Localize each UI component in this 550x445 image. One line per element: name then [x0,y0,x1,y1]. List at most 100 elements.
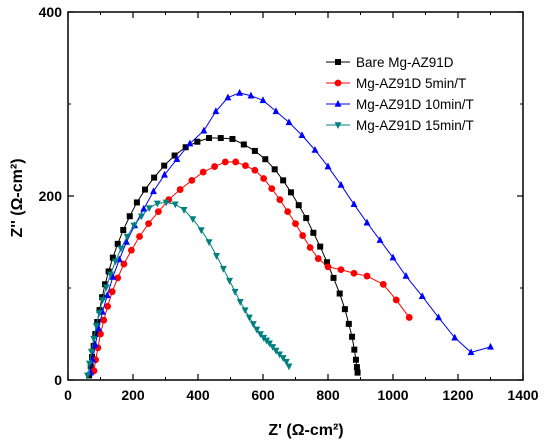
data-point [292,220,299,228]
data-point [211,163,218,170]
data-point [272,347,280,355]
data-point [162,199,170,207]
x-tick-label: 600 [251,387,275,403]
data-point [236,299,244,306]
x-tick-label: 0 [64,387,72,403]
data-point [109,272,117,280]
data-point [402,271,410,279]
y-axis-title: Z'' (Ω-cm²) [9,158,26,237]
legend-label: Bare Mg-AZ91D [356,55,454,70]
data-point [435,313,442,321]
data-point [99,297,106,305]
x-tick-label: 200 [121,387,145,403]
data-point [226,277,233,285]
data-point [229,135,236,142]
series-line [90,92,491,373]
data-point [108,288,116,296]
data-point [363,272,371,280]
data-point [140,204,148,212]
legend-label: Mg-AZ91D 15min/T [356,118,474,133]
legend-entry: Bare Mg-AZ91D [326,55,454,70]
data-point [86,360,93,368]
data-point [350,269,358,277]
plot-area [84,88,494,380]
legend-marker [335,59,341,65]
data-point [337,266,345,273]
data-point [142,186,149,193]
data-point [206,135,213,142]
data-point [280,177,287,184]
series-line [87,201,290,376]
data-point [245,314,253,322]
data-point [354,369,361,376]
legend-label: Mg-AZ91D 10min/T [356,97,474,112]
data-point [379,280,387,288]
data-point [262,156,269,163]
data-point [197,227,205,235]
data-point [306,244,314,251]
data-point [345,320,352,327]
data-point [336,290,343,297]
data-point [284,208,292,216]
data-point [298,131,306,139]
data-point [199,168,207,176]
data-point [256,331,264,339]
data-point [353,364,360,371]
data-point [418,292,426,300]
data-point [213,253,220,260]
data-point [120,227,127,234]
data-point [314,255,322,262]
data-point [242,162,249,170]
data-point [268,185,276,193]
data-point [451,333,459,341]
data-point [145,220,153,228]
legend-entry: Mg-AZ91D 5min/T [326,76,466,91]
data-point [114,240,121,247]
data-point [276,351,284,359]
data-point [103,291,111,299]
data-point [240,141,247,148]
series-2 [90,158,413,375]
data-point [392,296,400,304]
data-point [173,155,181,162]
data-point [92,331,99,337]
data-point [200,126,208,134]
data-point [251,147,258,154]
data-point [260,175,268,182]
data-point [182,144,189,151]
data-point [251,166,259,174]
data-point [102,284,110,292]
data-point [363,218,371,226]
data-point [324,162,332,170]
series-1 [86,135,361,379]
data-point [352,356,359,363]
legend-entry: Mg-AZ91D 15min/T [326,118,474,133]
data-point [212,107,220,115]
data-point [337,180,345,188]
data-point [150,187,157,195]
data-point [224,93,232,101]
data-point [161,170,168,178]
data-point [104,303,112,310]
data-point [236,88,244,96]
data-point [349,333,356,340]
data-point [247,91,255,99]
data-point [303,215,310,222]
data-point [123,233,131,241]
data-point [282,358,290,366]
data-point [136,233,143,240]
data-point [279,355,287,362]
data-point [351,346,358,353]
axes: 0 200 400 600 800 1000 1200 1400 0 200 400 [39,4,539,403]
data-point [487,342,494,350]
data-point [194,138,201,145]
data-point [127,246,135,254]
series-3 [87,88,494,376]
data-point [249,321,257,328]
data-point [130,222,138,230]
y-tick-label: 200 [39,188,63,204]
legend: Bare Mg-AZ91D Mg-AZ91D 5min/T Mg-AZ91D 10m… [326,55,474,133]
data-point [285,118,293,126]
data-point [176,186,184,193]
